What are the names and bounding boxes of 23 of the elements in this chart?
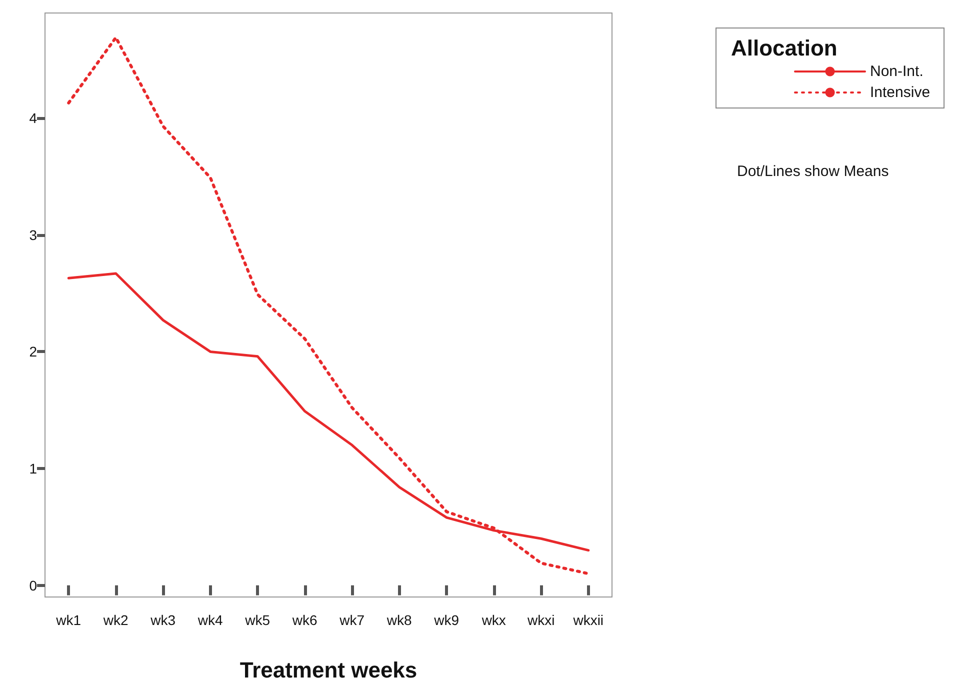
line-series — [67, 36, 590, 576]
x-tick-label: wkx — [480, 612, 506, 628]
legend-title: Allocation — [731, 36, 838, 60]
x-tick-label: wkxii — [572, 612, 604, 628]
x-tick-label: wk9 — [433, 612, 460, 628]
y-tick-label: 3 — [29, 226, 38, 243]
x-tick-label: wk5 — [244, 612, 270, 628]
text: Dot/Lines show Means — [737, 163, 889, 180]
y-tick-label: 2 — [29, 344, 38, 360]
legend-label: Non-Int. — [870, 63, 924, 80]
x-tick-label: wk1 — [55, 612, 82, 628]
x-tick-label: wk8 — [386, 612, 412, 628]
y-tick-label: 4 — [29, 110, 38, 126]
x-tick-label: wk7 — [338, 612, 365, 628]
x-axis-title: Treatment weeks — [240, 658, 418, 682]
x-tick-label: wk6 — [291, 612, 318, 628]
y-tick-label: 1 — [29, 460, 38, 477]
x-tick-label: wk2 — [102, 612, 129, 628]
x-tick-label: wkxi — [526, 612, 555, 628]
legend-label: Intensive — [870, 84, 930, 101]
x-tick-label: wk4 — [196, 612, 224, 628]
y-tick-label: 0 — [29, 577, 38, 594]
x-tick-label: wk3 — [150, 612, 176, 628]
